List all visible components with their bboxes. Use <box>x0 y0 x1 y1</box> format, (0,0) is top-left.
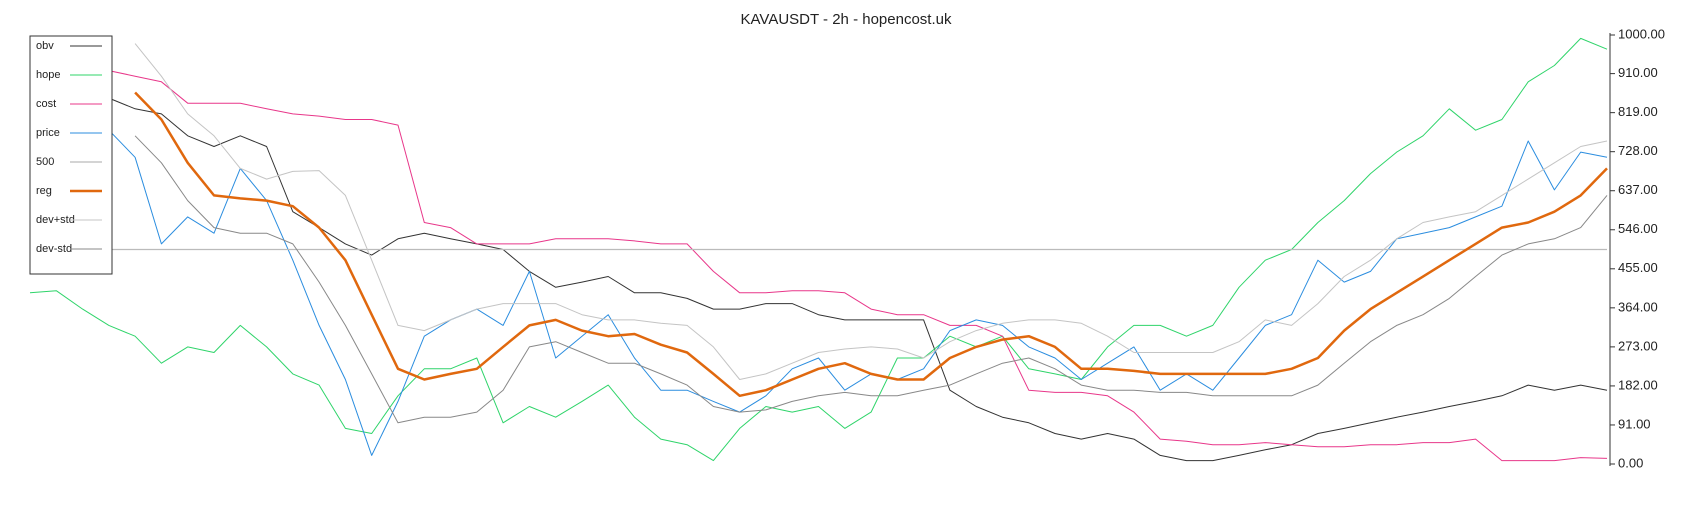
y-tick-label: 0.00 <box>1618 455 1643 470</box>
y-tick-label: 910.00 <box>1618 65 1658 80</box>
legend-label: reg <box>36 185 52 197</box>
y-tick-label: 273.00 <box>1618 338 1658 353</box>
legend: obv hope cost price 500 reg dev+std dev-std <box>29 35 113 275</box>
legend-label: price <box>36 127 60 139</box>
legend-label: dev+std <box>36 214 75 226</box>
series-line <box>134 135 1608 424</box>
y-tick-label: 1000.00 <box>1618 26 1665 41</box>
series-line <box>108 97 1608 462</box>
y-tick-label: 728.00 <box>1618 143 1658 158</box>
y-tick-label: 182.00 <box>1618 377 1658 392</box>
y-tick-label: 364.00 <box>1618 299 1658 314</box>
chart-title: KAVAUSDT - 2h - hopencost.uk <box>741 11 952 28</box>
series-line <box>108 70 1608 462</box>
y-tick-label: 546.00 <box>1618 221 1658 236</box>
legend-label: obv <box>36 40 54 52</box>
legend-label: cost <box>36 98 56 110</box>
series-line <box>134 43 1608 380</box>
series-line <box>134 91 1608 398</box>
legend-label: dev-std <box>36 243 72 255</box>
y-tick-label: 91.00 <box>1618 416 1651 431</box>
y-tick-label: 637.00 <box>1618 182 1658 197</box>
legend-label: 500 <box>36 156 54 168</box>
y-tick-label: 819.00 <box>1618 104 1658 119</box>
series-line <box>29 37 1608 462</box>
y-tick-label: 455.00 <box>1618 260 1658 275</box>
legend-box <box>29 35 113 275</box>
legend-label: hope <box>36 69 60 81</box>
series-line <box>108 129 1608 456</box>
